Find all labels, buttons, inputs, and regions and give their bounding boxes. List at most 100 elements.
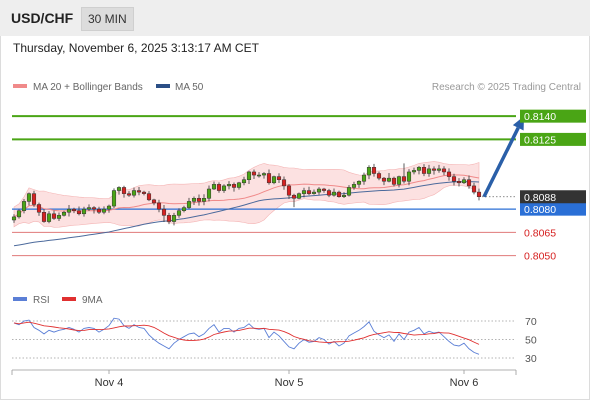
- candle: [351, 181, 357, 190]
- candle-body-up: [316, 188, 322, 193]
- rsi-legend: RSI 9MA: [13, 295, 103, 306]
- credit-text: Research © 2025 Trading Central: [432, 82, 581, 93]
- candle-body-down: [151, 199, 157, 204]
- candle-body-up: [66, 208, 72, 213]
- candle-body-up: [86, 207, 92, 210]
- forecast-arrow-shaft: [482, 127, 520, 198]
- candle: [266, 169, 272, 185]
- symbol-title: USD/CHF: [11, 10, 74, 26]
- candle-body-down: [391, 177, 397, 185]
- candle-body-up: [426, 168, 432, 174]
- rsi-panel: 70 50 30: [12, 316, 537, 365]
- candle-body-up: [261, 173, 267, 176]
- current-price-label-bg: [520, 190, 586, 204]
- candle: [416, 165, 422, 175]
- level-label-0.8080: 0.8080: [524, 204, 556, 216]
- candle: [271, 175, 277, 185]
- candle: [121, 185, 127, 198]
- candle: [466, 175, 472, 189]
- candle: [376, 171, 382, 181]
- candle: [51, 210, 57, 220]
- candle-body-up: [241, 179, 247, 184]
- candle-body-down: [156, 202, 162, 210]
- candle: [171, 212, 177, 226]
- candle-body-up: [356, 181, 362, 185]
- candle: [286, 184, 292, 199]
- candle-body-up: [301, 190, 307, 194]
- price-levels: [12, 115, 516, 257]
- legend-swatch-9ma: [62, 297, 76, 301]
- candle-body-down: [451, 176, 457, 182]
- candle-body-up: [331, 191, 337, 196]
- candle: [156, 199, 162, 213]
- level-label-0.8050: 0.8050: [524, 251, 556, 263]
- candle: [26, 192, 32, 206]
- level-label-0.8125-bg: [520, 132, 586, 146]
- candle-body-up: [246, 171, 252, 180]
- rsi-tick-label: 30: [525, 353, 537, 365]
- candle: [341, 192, 347, 198]
- candle-body-down: [196, 198, 202, 202]
- candle: [296, 192, 302, 200]
- candle: [181, 205, 187, 213]
- candle-body-up: [11, 216, 17, 221]
- candle-body-up: [111, 190, 117, 207]
- candle-body-up: [341, 194, 347, 197]
- candle-body-down: [96, 208, 102, 213]
- candle-body-down: [71, 208, 77, 211]
- candle: [46, 211, 52, 224]
- candle: [426, 164, 432, 177]
- candle-body-down: [371, 167, 377, 174]
- legend-swatch-rsi: [13, 297, 27, 301]
- candle-body-down: [376, 173, 382, 179]
- candle-body-up: [176, 210, 182, 216]
- candle-body-up: [106, 205, 112, 210]
- candle-body-down: [51, 213, 57, 219]
- candle-body-up: [201, 198, 207, 202]
- candle-body-up: [411, 170, 417, 173]
- candle: [31, 190, 37, 207]
- candle-body-up: [236, 182, 242, 188]
- candle: [381, 176, 387, 186]
- candle: [406, 169, 412, 186]
- candle-body-down: [456, 181, 462, 184]
- chart-datetime: Thursday, November 6, 2025 3:13:17 AM CE…: [13, 41, 259, 55]
- candle: [346, 185, 352, 197]
- candle: [161, 204, 167, 223]
- candle-body-down: [466, 179, 472, 187]
- rsi-9ma-line: [13, 321, 480, 345]
- candle: [386, 173, 392, 183]
- candle-body-down: [126, 193, 132, 196]
- candle: [336, 190, 342, 198]
- candle-body-up: [186, 201, 192, 208]
- candle-body-up: [191, 198, 197, 202]
- candle-body-down: [326, 190, 332, 196]
- candle-body-down: [336, 191, 342, 198]
- candle-body-up: [16, 210, 22, 218]
- candle: [246, 170, 252, 185]
- candle-body-up: [46, 213, 52, 222]
- candle-body-down: [41, 212, 47, 222]
- candle: [61, 210, 67, 217]
- level-label-0.8140-bg: [520, 109, 586, 123]
- candle: [71, 207, 77, 214]
- candle-body-down: [306, 190, 312, 194]
- candle-body-down: [381, 177, 387, 182]
- timeframe-badge[interactable]: 30 MIN: [81, 7, 134, 31]
- candle-body-up: [366, 167, 372, 176]
- candle: [436, 164, 442, 173]
- candle-body-up: [226, 184, 232, 187]
- ma50-line: [13, 181, 480, 247]
- legend-swatch-ma50: [156, 84, 170, 88]
- candle: [241, 176, 247, 186]
- level-label-0.8125: 0.8125: [524, 134, 556, 146]
- candle: [141, 190, 147, 196]
- forecast-arrow: [482, 116, 524, 198]
- candle: [326, 188, 332, 198]
- candle-body-down: [231, 184, 237, 188]
- candle: [256, 172, 262, 178]
- candle-body-down: [161, 208, 167, 216]
- candle-body-down: [281, 179, 287, 187]
- candle-body-up: [131, 190, 137, 196]
